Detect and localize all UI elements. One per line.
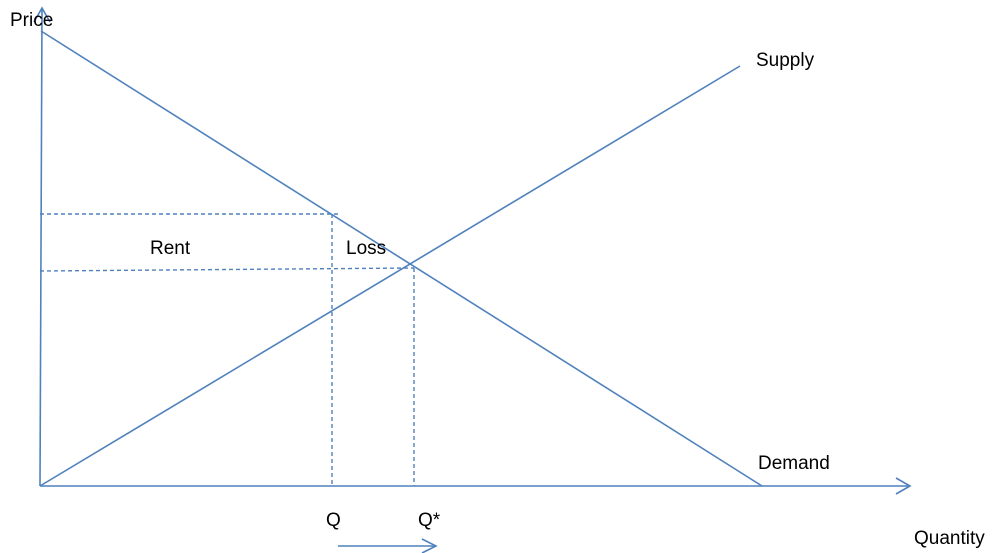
q-label: Q: [326, 510, 341, 531]
equilibrium-price-dashed-line: [39, 267, 415, 272]
x-axis-arrowhead: [895, 477, 912, 495]
supply-curve: [39, 65, 741, 487]
y-axis: [39, 9, 43, 487]
y-axis-arrowhead: [33, 6, 51, 23]
price-axis-label: Price: [10, 10, 53, 31]
q-star-label: Q*: [418, 510, 441, 531]
quantity-axis-label: Quantity: [914, 528, 985, 549]
supply-label: Supply: [756, 50, 815, 71]
loss-label: Loss: [346, 238, 386, 259]
demand-label: Demand: [758, 453, 830, 474]
quantity-shift-arrowhead: [421, 538, 438, 553]
demand-curve: [40, 30, 763, 487]
rent-label: Rent: [150, 238, 191, 259]
